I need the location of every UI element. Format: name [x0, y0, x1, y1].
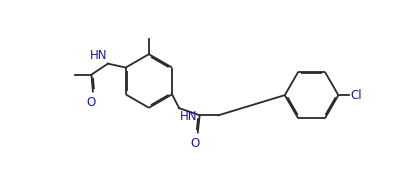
- Text: HN: HN: [90, 49, 107, 62]
- Text: O: O: [86, 96, 95, 109]
- Text: HN: HN: [180, 110, 198, 123]
- Text: O: O: [190, 137, 199, 150]
- Text: Cl: Cl: [351, 89, 362, 102]
